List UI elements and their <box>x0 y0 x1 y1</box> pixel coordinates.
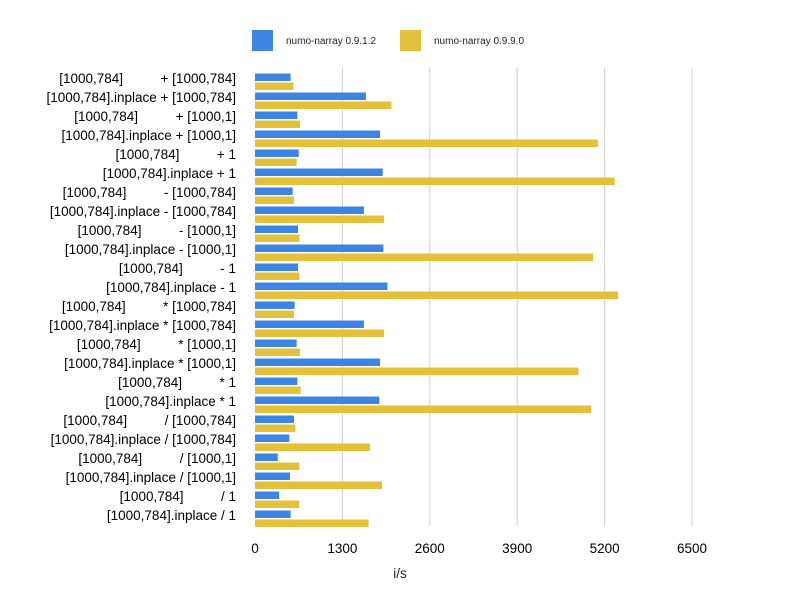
category-label: [1000,784] + [1000,1] <box>74 109 236 124</box>
bar-series-2 <box>255 386 301 394</box>
bar-series-2 <box>255 253 594 261</box>
legend-swatch-2 <box>400 30 421 51</box>
bar-series-1 <box>255 225 299 233</box>
category-label: [1000,784].inplace / 1 <box>107 508 236 523</box>
bar-series-1 <box>255 339 297 347</box>
bar-series-2 <box>255 177 615 185</box>
bar-series-1 <box>255 472 290 480</box>
bar-series-1 <box>255 282 388 290</box>
category-label: [1000,784] / [1000,1] <box>78 451 236 466</box>
bar-series-1 <box>255 244 384 252</box>
category-label: [1000,784] * 1 <box>118 375 236 390</box>
x-tick-label: 1300 <box>327 541 357 556</box>
bar-series-1 <box>255 168 383 176</box>
bar-series-2 <box>255 234 300 242</box>
category-label: [1000,784].inplace + [1000,1] <box>61 128 236 143</box>
x-tick-label: 3900 <box>502 541 532 556</box>
category-label: [1000,784].inplace - [1000,784] <box>50 204 236 219</box>
bar-series-1 <box>255 377 298 385</box>
category-label: [1000,784].inplace - 1 <box>106 280 236 295</box>
bar-series-2 <box>255 481 383 489</box>
bar-series-2 <box>255 500 300 508</box>
bar-series-1 <box>255 453 278 461</box>
bar-series-2 <box>255 329 385 337</box>
bar-series-2 <box>255 82 294 90</box>
bar-series-2 <box>255 405 592 413</box>
category-labels: [1000,784] + [1000,784] [1000,784].inplac… <box>46 71 236 523</box>
bar-series-2 <box>255 348 301 356</box>
bar-series-1 <box>255 301 295 309</box>
bar-series-1 <box>255 187 293 195</box>
category-label: [1000,784] + 1 <box>116 147 236 162</box>
category-label: [1000,784].inplace * [1000,784] <box>49 318 236 333</box>
legend-label-1: numo-narray 0.9.1.2 <box>286 36 376 47</box>
bar-series-1 <box>255 434 290 442</box>
bar-series-2 <box>255 272 300 280</box>
bars-group <box>255 73 619 527</box>
bar-series-2 <box>255 462 300 470</box>
category-label: [1000,784].inplace + [1000,784] <box>46 90 236 105</box>
bar-series-1 <box>255 130 381 138</box>
bar-series-2 <box>255 519 369 527</box>
category-label: [1000,784] * [1000,1] <box>77 337 236 352</box>
category-label: [1000,784].inplace - [1000,1] <box>65 242 236 257</box>
category-label: [1000,784] + [1000,784] <box>59 71 236 86</box>
legend: numo-narray 0.9.1.2 numo-narray 0.9.9.0 <box>252 30 524 51</box>
legend-label-2: numo-narray 0.9.9.0 <box>434 36 524 47</box>
bar-series-1 <box>255 206 364 214</box>
x-tick-label: 0 <box>251 541 259 556</box>
category-label: [1000,784].inplace / [1000,784] <box>51 432 236 447</box>
bar-series-2 <box>255 139 598 147</box>
bar-series-2 <box>255 424 296 432</box>
bar-series-1 <box>255 396 380 404</box>
bar-series-1 <box>255 73 291 81</box>
bar-series-2 <box>255 196 294 204</box>
category-label: [1000,784] / [1000,784] <box>63 413 236 428</box>
x-axis-title: i/s <box>393 566 407 581</box>
bar-series-1 <box>255 491 280 499</box>
bar-series-1 <box>255 320 364 328</box>
bar-series-1 <box>255 415 294 423</box>
bar-series-1 <box>255 111 298 119</box>
bar-series-2 <box>255 443 370 451</box>
x-tick-labels: 0 1300 2600 3900 5200 6500 <box>251 541 707 556</box>
bar-series-2 <box>255 215 385 223</box>
legend-swatch-1 <box>252 30 273 51</box>
bar-series-2 <box>255 120 301 128</box>
category-label: [1000,784] / 1 <box>120 489 236 504</box>
x-tick-label: 6500 <box>677 541 707 556</box>
bar-series-2 <box>255 101 392 109</box>
bar-series-1 <box>255 149 299 157</box>
bar-series-1 <box>255 92 366 100</box>
x-tick-label: 2600 <box>415 541 445 556</box>
category-label: [1000,784] - [1000,784] <box>63 185 236 200</box>
bar-series-2 <box>255 367 579 375</box>
category-label: [1000,784] * [1000,784] <box>62 299 236 314</box>
category-label: [1000,784].inplace * 1 <box>105 394 236 409</box>
bar-series-2 <box>255 310 294 318</box>
category-label: [1000,784].inplace / [1000,1] <box>66 470 236 485</box>
category-label: [1000,784].inplace * [1000,1] <box>64 356 236 371</box>
bar-series-1 <box>255 263 299 271</box>
bar-series-2 <box>255 291 619 299</box>
x-tick-label: 5200 <box>590 541 620 556</box>
bar-series-1 <box>255 358 381 366</box>
bar-series-2 <box>255 158 297 166</box>
category-label: [1000,784].inplace + 1 <box>103 166 236 181</box>
bar-series-1 <box>255 510 291 518</box>
category-label: [1000,784] - [1000,1] <box>78 223 236 238</box>
category-label: [1000,784] - 1 <box>119 261 236 276</box>
